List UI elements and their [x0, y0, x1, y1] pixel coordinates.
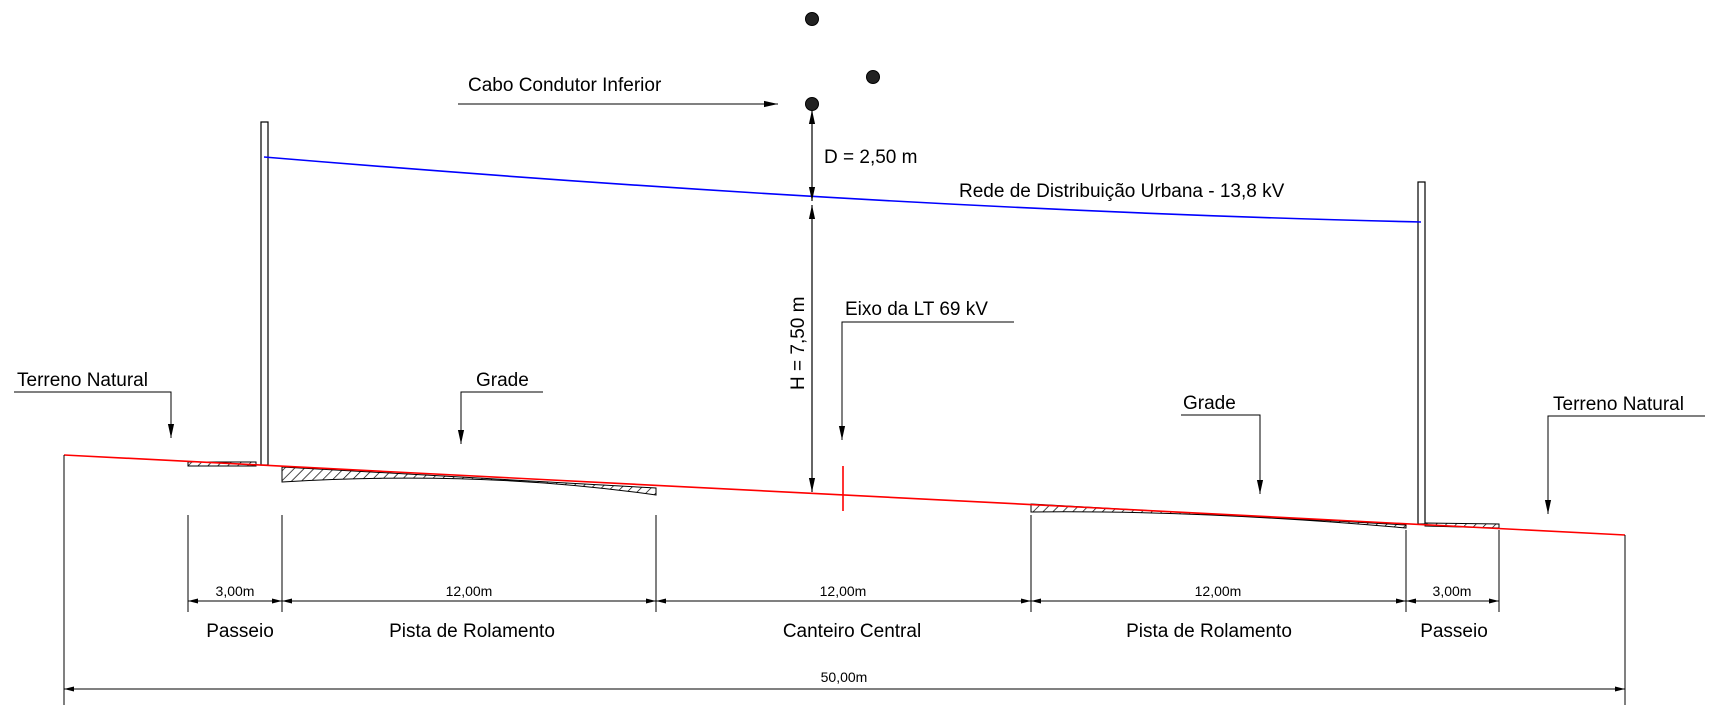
terreno-natural-right-leader: [1547, 415, 1705, 512]
eixo-lt-label: Eixo da LT 69 kV: [845, 299, 988, 320]
segment-dimension-1: 3,00m: [216, 583, 255, 599]
eixo-lt-leader: [841, 321, 1014, 438]
cabo-condutor-label: Cabo Condutor Inferior: [468, 75, 662, 96]
conductor-cable-lower: [805, 97, 819, 111]
grade-right-label: Grade: [1183, 393, 1236, 414]
conductor-cable-right: [866, 70, 880, 84]
grade-left-leader: [460, 391, 543, 442]
distribution-line: [263, 156, 1422, 223]
distance-d-label: D = 2,50 m: [824, 147, 917, 168]
grade-left-label: Grade: [476, 370, 529, 391]
segment-dimension-3: 12,00m: [820, 583, 867, 599]
road-grade-left: [281, 466, 657, 496]
segment-dimension-2: 12,00m: [446, 583, 493, 599]
conductor-cable-top: [805, 12, 819, 26]
segment-name-pista-right: Pista de Rolamento: [1126, 621, 1292, 642]
terrain-line: [63, 454, 1626, 536]
segment-name-pista-left: Pista de Rolamento: [389, 621, 555, 642]
grade-right-leader: [1181, 414, 1261, 492]
segment-dimension-4: 12,00m: [1195, 583, 1242, 599]
segment-name-canteiro: Canteiro Central: [783, 621, 921, 642]
terreno-natural-right-label: Terreno Natural: [1553, 394, 1684, 415]
segment-name-passeio-left: Passeio: [206, 621, 274, 642]
height-h-label: H = 7,50 m: [788, 297, 809, 390]
rede-distribuicao-label: Rede de Distribuição Urbana - 13,8 kV: [959, 181, 1285, 202]
pole-left: [260, 121, 269, 466]
pole-right: [1417, 181, 1426, 525]
total-dimension-label: 50,00m: [821, 669, 868, 685]
segment-name-passeio-right: Passeio: [1420, 621, 1488, 642]
terreno-natural-left-label: Terreno Natural: [17, 370, 148, 391]
terreno-natural-left-leader: [14, 391, 172, 436]
segment-dimension-5: 3,00m: [1433, 583, 1472, 599]
